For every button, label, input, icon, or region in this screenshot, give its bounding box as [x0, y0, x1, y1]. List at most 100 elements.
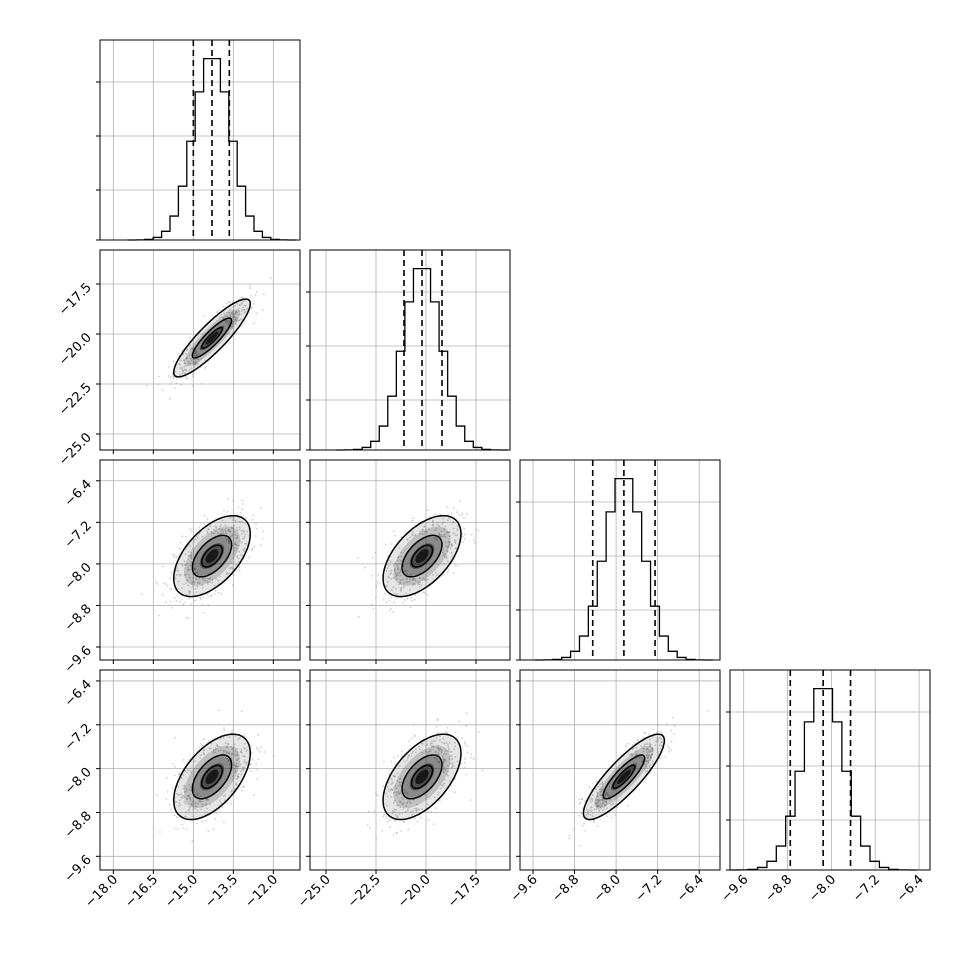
- scatter-point: [388, 599, 390, 602]
- scatter-point: [436, 719, 439, 722]
- scatter-point: [443, 742, 446, 745]
- scatter-point: [233, 542, 236, 544]
- scatter-point: [635, 746, 638, 749]
- scatter-point: [194, 802, 197, 805]
- scatter-point: [238, 569, 241, 572]
- scatter-point: [181, 563, 184, 565]
- scatter-point: [427, 810, 430, 813]
- scatter-point: [190, 551, 193, 554]
- scatter-point: [387, 788, 390, 790]
- scatter-point: [189, 786, 192, 789]
- scatter-point: [646, 770, 648, 773]
- scatter-point: [232, 526, 235, 529]
- scatter-point: [399, 582, 402, 585]
- scatter-point: [184, 368, 187, 371]
- scatter-point: [417, 583, 419, 585]
- scatter-point: [251, 758, 254, 761]
- scatter-point: [200, 598, 202, 600]
- scatter-point: [195, 350, 198, 353]
- scatter-point: [185, 357, 188, 360]
- scatter-point: [580, 812, 583, 815]
- scatter-point: [178, 573, 180, 576]
- scatter-point: [435, 527, 438, 530]
- scatter-point: [185, 548, 188, 550]
- scatter-point: [228, 752, 230, 755]
- scatter-point: [188, 788, 191, 791]
- scatter-point: [599, 791, 602, 793]
- scatter-point: [454, 534, 457, 537]
- scatter-point: [596, 805, 599, 807]
- scatter-point: [203, 811, 206, 814]
- scatter-point: [431, 524, 434, 526]
- scatter-point: [451, 543, 453, 546]
- scatter-point: [599, 783, 602, 786]
- scatter-point: [169, 600, 172, 603]
- scatter-point: [399, 801, 402, 803]
- scatter-point: [604, 801, 606, 804]
- scatter-point: [225, 746, 228, 749]
- scatter-point: [451, 766, 454, 769]
- scatter-point: [197, 802, 200, 805]
- contour-line-0: [382, 733, 462, 821]
- scatter-point: [180, 563, 183, 566]
- scatter-point: [165, 583, 167, 585]
- scatter-point: [661, 744, 663, 747]
- scatter-point: [641, 746, 644, 749]
- scatter-point: [591, 799, 594, 802]
- scatter-point: [185, 582, 188, 584]
- scatter-point: [392, 834, 395, 836]
- scatter-point: [207, 798, 210, 801]
- scatter-point: [444, 759, 446, 761]
- scatter-point: [252, 514, 255, 517]
- scatter-point: [414, 534, 416, 536]
- scatter-point: [221, 532, 224, 535]
- scatter-point: [232, 325, 235, 328]
- scatter-point: [169, 383, 172, 385]
- scatter-point: [179, 367, 181, 369]
- scatter-point: [190, 803, 193, 806]
- scatter-point: [643, 736, 645, 739]
- scatter-point: [599, 793, 602, 796]
- scatter-point: [390, 783, 393, 785]
- scatter-point: [176, 567, 178, 569]
- scatter-point: [668, 748, 671, 750]
- scatter-point: [426, 531, 428, 533]
- scatter-point: [241, 308, 244, 311]
- scatter-point: [246, 749, 249, 751]
- ytick-label-1-1: −22.5: [56, 380, 95, 419]
- scatter-point: [201, 820, 204, 823]
- scatter-point: [192, 816, 195, 818]
- scatter-point: [183, 801, 186, 803]
- contour-line-0: [382, 514, 462, 598]
- contour-line-0: [172, 298, 252, 378]
- scatter-point: [447, 531, 449, 534]
- scatter-point: [186, 348, 189, 351]
- scatter-point: [198, 582, 201, 585]
- scatter-point: [631, 743, 634, 746]
- scatter-point: [596, 804, 599, 807]
- scatter-point: [445, 750, 447, 752]
- scatter-point: [673, 725, 676, 727]
- scatter-point: [448, 762, 451, 765]
- scatter-point: [140, 593, 143, 596]
- scatter-point: [228, 760, 230, 762]
- scatter-point: [174, 387, 176, 389]
- scatter-point: [444, 541, 447, 544]
- xtick-label-2-0: −9.6: [508, 872, 541, 905]
- scatter-point: [390, 577, 393, 580]
- scatter-point: [584, 800, 587, 802]
- scatter-point: [232, 313, 234, 315]
- scatter-point: [180, 367, 183, 370]
- scatter-point: [228, 530, 231, 533]
- scatter-point: [236, 319, 239, 322]
- scatter-point: [475, 528, 478, 531]
- scatter-point: [649, 742, 651, 745]
- scatter-point: [649, 750, 652, 752]
- scatter-point: [437, 747, 440, 750]
- scatter-point: [232, 560, 235, 563]
- hist-step-2: [534, 477, 714, 661]
- scatter-point: [232, 518, 235, 521]
- scatter-point: [411, 531, 414, 533]
- scatter-point: [409, 536, 412, 538]
- scatter-point: [448, 543, 451, 546]
